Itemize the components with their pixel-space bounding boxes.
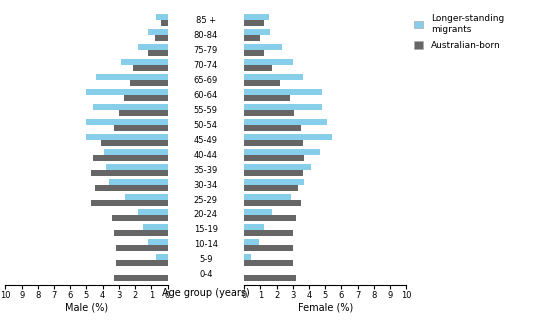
Bar	[114, 230, 167, 236]
Bar	[93, 104, 167, 110]
Bar	[116, 245, 167, 251]
Bar	[154, 35, 167, 41]
Bar	[161, 20, 167, 26]
Bar	[130, 80, 167, 86]
Bar	[96, 74, 167, 80]
Bar	[244, 89, 322, 95]
Bar	[244, 14, 268, 20]
Bar	[114, 125, 167, 131]
Bar	[244, 50, 264, 56]
Bar	[244, 65, 272, 71]
Bar	[244, 179, 304, 185]
Bar	[113, 215, 167, 221]
Bar	[148, 239, 167, 245]
Bar	[244, 200, 301, 206]
Text: 10-14: 10-14	[194, 240, 218, 249]
Text: 30-34: 30-34	[194, 180, 218, 190]
Bar	[87, 134, 167, 140]
Bar	[93, 155, 167, 161]
Legend: Longer-standing
migrants, Australian-born: Longer-standing migrants, Australian-bor…	[413, 14, 504, 50]
Text: 5-9: 5-9	[199, 256, 212, 264]
Text: 25-29: 25-29	[194, 195, 218, 205]
Bar	[133, 65, 167, 71]
Bar	[87, 119, 167, 125]
X-axis label: Female (%): Female (%)	[298, 303, 353, 313]
Bar	[87, 89, 167, 95]
Bar	[119, 110, 167, 116]
Bar	[244, 215, 296, 221]
Bar	[244, 239, 259, 245]
Bar	[244, 134, 332, 140]
Bar	[125, 194, 167, 200]
Bar	[244, 44, 282, 50]
Bar	[114, 275, 167, 281]
Bar	[116, 260, 167, 266]
Text: 35-39: 35-39	[194, 166, 218, 174]
Bar	[244, 275, 296, 281]
Bar	[91, 200, 167, 206]
Text: 45-49: 45-49	[194, 135, 218, 145]
Bar	[244, 185, 298, 191]
Text: 20-24: 20-24	[194, 211, 218, 219]
Bar	[104, 149, 167, 155]
Bar	[244, 230, 293, 236]
Bar	[91, 170, 167, 176]
Bar	[244, 245, 293, 251]
Text: 50-54: 50-54	[194, 121, 218, 130]
Bar	[244, 29, 270, 35]
Bar	[148, 29, 167, 35]
Text: 70-74: 70-74	[194, 61, 218, 70]
Bar	[244, 209, 272, 215]
Bar	[244, 164, 311, 170]
X-axis label: Age group (years): Age group (years)	[162, 288, 250, 298]
Bar	[94, 185, 167, 191]
Text: 40-44: 40-44	[194, 151, 218, 160]
Bar	[244, 95, 290, 101]
Bar	[244, 35, 260, 41]
Text: 15-19: 15-19	[194, 225, 218, 235]
Text: 65-69: 65-69	[194, 76, 218, 85]
Bar	[244, 194, 291, 200]
Bar	[124, 95, 167, 101]
Bar	[244, 80, 280, 86]
Bar	[244, 119, 327, 125]
Bar	[244, 74, 302, 80]
Bar	[244, 125, 301, 131]
Text: 85 +: 85 +	[196, 16, 216, 25]
Bar	[244, 224, 264, 230]
Text: 80-84: 80-84	[194, 31, 218, 40]
Bar	[244, 254, 251, 260]
Bar	[244, 20, 264, 26]
Bar	[244, 140, 302, 146]
X-axis label: Male (%): Male (%)	[65, 303, 108, 313]
Text: 60-64: 60-64	[194, 91, 218, 100]
Bar	[156, 14, 167, 20]
Bar	[244, 110, 294, 116]
Bar	[244, 104, 322, 110]
Bar	[148, 50, 167, 56]
Text: 75-79: 75-79	[194, 46, 218, 55]
Bar	[244, 155, 304, 161]
Bar	[101, 140, 167, 146]
Bar	[109, 179, 167, 185]
Bar	[156, 254, 167, 260]
Text: 55-59: 55-59	[194, 106, 218, 115]
Bar	[244, 149, 321, 155]
Bar	[143, 224, 167, 230]
Text: 0-4: 0-4	[199, 270, 212, 279]
Bar	[138, 44, 167, 50]
Bar	[121, 59, 167, 65]
Bar	[106, 164, 167, 170]
Bar	[244, 170, 302, 176]
Bar	[138, 209, 167, 215]
Bar	[244, 260, 293, 266]
Bar	[244, 59, 293, 65]
